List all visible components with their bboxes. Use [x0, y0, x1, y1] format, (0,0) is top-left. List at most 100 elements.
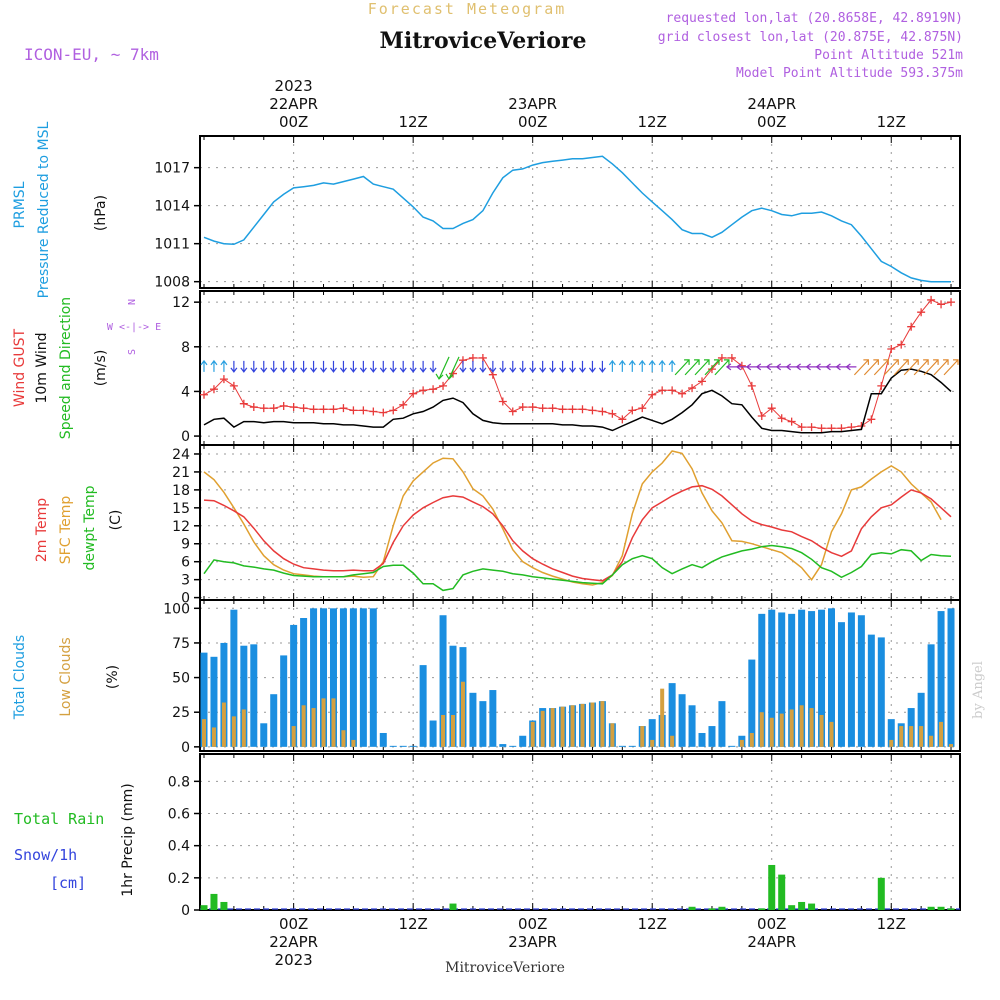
wind-ytick-label: 4	[181, 384, 190, 400]
bottom-time-label: 12Z	[877, 915, 906, 933]
total-cloud-bar	[937, 611, 945, 747]
low-cloud-bar	[530, 721, 535, 747]
gust-marker	[379, 408, 388, 417]
gust-marker	[568, 405, 577, 414]
total-cloud-bar	[419, 665, 427, 747]
wind-direction-arrow	[835, 363, 847, 371]
total-cloud-bar	[320, 608, 328, 747]
low-cloud-bar	[460, 681, 465, 747]
gust-marker	[867, 415, 876, 424]
clouds-panel: 0 25 50 75 100	[163, 599, 961, 756]
gust-marker	[777, 414, 786, 423]
bottom-time-label: 23APR	[508, 933, 557, 951]
gust-marker	[359, 406, 368, 415]
wind-direction-arrow	[379, 360, 387, 373]
wind-direction-arrow	[704, 359, 720, 376]
sfc-temp-line	[203, 450, 942, 586]
gust-marker	[558, 405, 567, 414]
gust-marker	[578, 405, 587, 414]
wind-direction-arrow	[339, 360, 347, 373]
low-cloud-bar	[769, 717, 774, 747]
gust-marker	[229, 381, 238, 390]
low-cloud-bar	[231, 716, 236, 747]
low-cloud-bar	[929, 735, 934, 747]
temperature-ytick-label: 9	[181, 537, 190, 553]
top-time-label: 12Z	[877, 113, 906, 131]
total-cloud-bar	[847, 612, 855, 747]
model-label: ICON-EU, ~ 7km	[24, 45, 159, 64]
low-cloud-bar	[241, 709, 246, 747]
temperature-ytick-label: 12	[172, 519, 190, 535]
rain-bar	[200, 905, 208, 910]
total-cloud-bar	[200, 652, 208, 747]
wind-direction-arrow	[250, 360, 258, 373]
total-cloud-bar	[399, 745, 407, 747]
low-cloud-bar	[949, 744, 954, 747]
gust-marker	[917, 308, 926, 317]
rain-bar	[937, 906, 945, 910]
top-time-label: 00Z	[279, 113, 308, 131]
gust-marker	[927, 295, 936, 304]
pressure-ytick-label: 1014	[154, 199, 190, 215]
wind-direction-arrow	[509, 360, 517, 373]
rain-bar	[778, 874, 786, 910]
wind-direction-arrow	[429, 360, 437, 373]
wind-direction-arrow	[290, 360, 298, 373]
wind-direction-arrow	[230, 360, 238, 373]
total-cloud-bar	[260, 723, 268, 747]
t2m-line	[203, 484, 952, 582]
wind-direction-arrow	[519, 360, 527, 373]
gust-marker	[478, 353, 487, 362]
wind-direction-arrow	[638, 359, 646, 372]
precip-ytick-label: 0.2	[168, 871, 190, 887]
wind-direction-arrow	[628, 359, 636, 372]
total-cloud-bar	[698, 732, 706, 747]
low-cloud-bar	[939, 721, 944, 747]
total-cloud-bar	[837, 622, 845, 747]
low-cloud-bar	[560, 706, 565, 747]
gust-marker	[897, 340, 906, 349]
gust-marker	[767, 404, 776, 413]
gust-marker	[339, 404, 348, 413]
t2m-label: 2m Temp	[34, 498, 50, 562]
total-cloud-bar	[349, 608, 357, 747]
bottom-time-label: 00Z	[757, 915, 786, 933]
low-cloud-bar	[600, 701, 605, 747]
gust-marker	[419, 386, 428, 395]
rain-bar	[798, 901, 806, 910]
temperature-ytick-label: 3	[181, 573, 190, 589]
wind-direction-arrow	[409, 360, 417, 373]
temperature-ytick-label: 21	[172, 465, 190, 481]
pressure-unit-label: (hPa)	[93, 195, 109, 231]
gust-marker	[409, 389, 418, 398]
wind-direction-arrow	[785, 363, 797, 371]
rain-bar	[947, 908, 955, 910]
gust-marker	[648, 390, 657, 399]
gust-marker	[439, 381, 448, 390]
rain-bar	[758, 908, 766, 910]
total-cloud-bar	[230, 609, 238, 747]
gust-marker	[329, 405, 338, 414]
gust-marker	[259, 404, 268, 413]
total-cloud-bar	[887, 719, 895, 747]
gust-marker	[219, 375, 228, 384]
gust-marker	[498, 397, 507, 406]
precip-ytick-label: 0.8	[168, 774, 190, 790]
gust-marker	[319, 405, 328, 414]
total-cloud-bar	[688, 705, 696, 747]
gust-marker	[678, 389, 687, 398]
wind-direction-arrow	[300, 360, 308, 373]
temperature-ytick-label: 0	[181, 591, 190, 607]
total-cloud-bar	[240, 645, 248, 747]
low-cloud-bar	[789, 709, 794, 747]
gust-marker	[707, 365, 716, 374]
snow-label: Snow/1h	[14, 846, 77, 864]
gust-marker	[528, 403, 537, 412]
compass-north: N	[127, 299, 138, 305]
gust-marker	[588, 406, 597, 415]
low-cloud-bar	[799, 705, 804, 747]
gust-marker	[887, 345, 896, 354]
total-cloud-bar	[429, 720, 437, 747]
wind-direction-arrow	[200, 359, 208, 372]
